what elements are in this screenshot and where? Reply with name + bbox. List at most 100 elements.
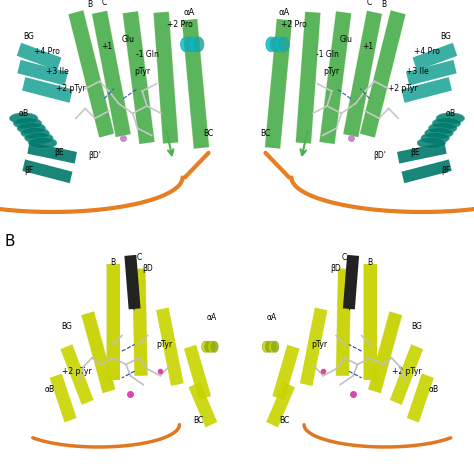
Ellipse shape (425, 128, 453, 138)
Polygon shape (390, 344, 423, 405)
Polygon shape (360, 10, 406, 137)
Polygon shape (343, 11, 383, 137)
Polygon shape (69, 10, 114, 137)
Polygon shape (123, 11, 155, 144)
Polygon shape (336, 269, 351, 376)
Polygon shape (107, 264, 119, 380)
Text: +4 Pro: +4 Pro (35, 47, 60, 56)
Text: pTyr: pTyr (324, 67, 340, 76)
Polygon shape (368, 311, 402, 393)
Polygon shape (296, 12, 320, 144)
Polygon shape (27, 142, 77, 164)
Text: pTyr: pTyr (311, 340, 327, 349)
Text: βD: βD (142, 264, 153, 273)
Polygon shape (182, 19, 209, 149)
Text: βF: βF (24, 165, 33, 174)
Polygon shape (156, 308, 183, 386)
Text: BC: BC (203, 128, 214, 137)
Polygon shape (182, 19, 210, 149)
Ellipse shape (13, 118, 42, 129)
Ellipse shape (265, 341, 273, 352)
Polygon shape (124, 255, 141, 310)
Polygon shape (60, 344, 94, 405)
Polygon shape (22, 77, 73, 103)
Text: C: C (367, 0, 373, 7)
Text: +2 pTyr: +2 pTyr (392, 367, 421, 376)
Ellipse shape (270, 37, 281, 52)
Polygon shape (412, 43, 457, 71)
Text: -1 Gln: -1 Gln (136, 50, 158, 59)
Polygon shape (343, 255, 359, 310)
Text: +2 pTyr: +2 pTyr (388, 84, 418, 93)
Text: βD': βD' (88, 151, 101, 160)
Text: +3 Ile: +3 Ile (406, 67, 428, 76)
Ellipse shape (421, 133, 449, 144)
Ellipse shape (202, 341, 209, 352)
Text: βE: βE (55, 148, 64, 157)
Text: βD: βD (331, 264, 341, 273)
Ellipse shape (428, 123, 457, 134)
Ellipse shape (271, 341, 279, 352)
Ellipse shape (210, 341, 218, 352)
Polygon shape (153, 12, 179, 144)
Polygon shape (154, 12, 178, 144)
Text: BC: BC (193, 416, 204, 425)
Polygon shape (360, 10, 405, 137)
Ellipse shape (274, 37, 285, 52)
Text: -1 Gln: -1 Gln (316, 50, 338, 59)
Polygon shape (184, 345, 211, 400)
Text: BG: BG (412, 322, 422, 331)
Text: BG: BG (61, 322, 72, 331)
Polygon shape (22, 159, 73, 183)
Polygon shape (397, 142, 447, 164)
Polygon shape (107, 264, 120, 380)
Polygon shape (91, 11, 131, 137)
Text: +4 Pro: +4 Pro (414, 47, 439, 56)
Text: BG: BG (440, 33, 451, 41)
Polygon shape (364, 264, 376, 380)
Polygon shape (50, 374, 77, 422)
Polygon shape (319, 11, 352, 144)
Polygon shape (133, 269, 147, 376)
Polygon shape (17, 43, 62, 71)
Text: βE: βE (410, 148, 419, 157)
Ellipse shape (436, 113, 465, 124)
Ellipse shape (189, 37, 200, 52)
Ellipse shape (432, 118, 461, 129)
Text: αB: αB (44, 384, 55, 393)
Polygon shape (336, 269, 351, 376)
Ellipse shape (181, 37, 191, 52)
Polygon shape (368, 311, 402, 393)
Ellipse shape (185, 37, 195, 52)
Polygon shape (82, 311, 115, 393)
Polygon shape (364, 264, 377, 380)
Text: Glu: Glu (339, 35, 353, 44)
Polygon shape (189, 382, 217, 428)
Text: +3 Ile: +3 Ile (46, 67, 68, 76)
Ellipse shape (205, 341, 212, 352)
Text: B: B (88, 0, 92, 9)
Ellipse shape (417, 137, 446, 148)
Polygon shape (266, 382, 295, 428)
Text: αA: αA (206, 313, 217, 322)
Polygon shape (273, 345, 300, 400)
Polygon shape (81, 311, 116, 393)
Ellipse shape (9, 113, 38, 124)
Text: BC: BC (260, 128, 271, 137)
Polygon shape (401, 77, 452, 103)
Text: C: C (101, 0, 107, 7)
Ellipse shape (28, 137, 57, 148)
Polygon shape (295, 12, 321, 144)
Polygon shape (68, 10, 114, 137)
Polygon shape (319, 11, 351, 144)
Polygon shape (401, 159, 452, 183)
Text: αA: αA (184, 8, 195, 17)
Polygon shape (92, 11, 131, 137)
Ellipse shape (208, 341, 215, 352)
Text: Glu: Glu (121, 35, 135, 44)
Polygon shape (300, 308, 328, 386)
Text: B: B (368, 257, 373, 266)
Text: C: C (136, 253, 142, 262)
Text: pTyr: pTyr (134, 67, 150, 76)
Text: C: C (342, 253, 347, 262)
